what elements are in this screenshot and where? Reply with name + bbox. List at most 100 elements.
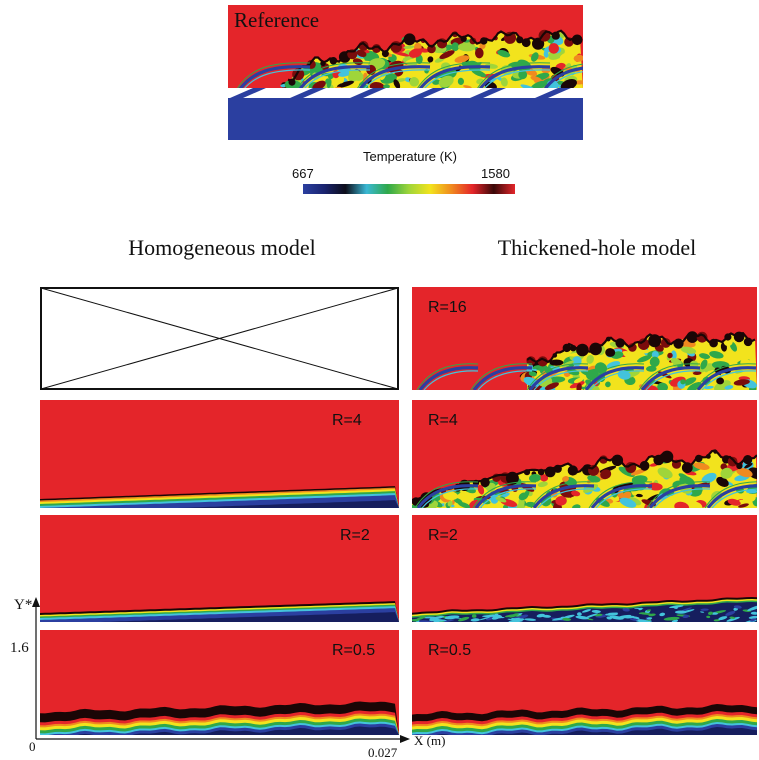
flame-eddy (559, 52, 573, 60)
flame-eddy (447, 500, 453, 507)
coolant-streak (470, 618, 480, 622)
flame-eddy (745, 494, 756, 502)
flame-eddy (682, 377, 697, 386)
flame-eddy (647, 473, 656, 480)
flame-edge-eddy (567, 465, 578, 476)
x-axis-max-tick: 0.027 (368, 745, 398, 760)
flame-eddy (454, 55, 470, 63)
coolant-streak (644, 620, 649, 622)
coolant-streak (494, 613, 499, 617)
flame-eddy (646, 365, 657, 372)
homogeneous-panel-r05: R=0.5 (40, 630, 399, 735)
coolant-jet-edge (645, 370, 701, 390)
flame-eddy (690, 501, 703, 508)
flame-eddy (693, 462, 710, 470)
coolant-jet-edge (236, 62, 311, 90)
flame-eddy (477, 484, 485, 495)
coolant-streak (622, 608, 630, 612)
homogeneous-field-r05 (40, 630, 399, 735)
flame-eddy (393, 79, 401, 89)
coolant-streak (673, 606, 678, 609)
coolant-jet-edge (296, 62, 371, 90)
flame-eddy (618, 358, 626, 370)
flame-eddy (573, 54, 583, 62)
flame-eddy (746, 489, 757, 494)
flame-eddy (587, 475, 601, 483)
flame-eddy (561, 360, 574, 368)
coolant-streak (418, 620, 434, 622)
coolant-streak (429, 618, 440, 622)
flame-eddy (439, 50, 455, 59)
flame-eddy (562, 476, 569, 482)
thickened-panel-r4: R=4 (412, 400, 757, 508)
coolant-jet (478, 65, 551, 90)
flame-eddy (495, 496, 507, 503)
flame-eddy (616, 482, 634, 488)
coolant-streak (638, 612, 647, 615)
flame-eddy (457, 501, 471, 508)
flame-eddy (676, 385, 692, 390)
y-axis-arrowhead (32, 597, 40, 607)
coolant-jet-edge (483, 69, 551, 90)
coolant-streak (646, 617, 653, 620)
coolant-streak (718, 616, 728, 621)
flame-eddy (619, 497, 637, 508)
flame-eddy (704, 385, 714, 390)
empty-panel-placeholder (40, 287, 399, 390)
flame-eddy (529, 473, 541, 483)
perforation-hole (350, 88, 386, 98)
flame-eddy (670, 358, 682, 366)
coolant-streak (536, 613, 545, 618)
coolant-streak (551, 617, 567, 621)
flame-front (526, 332, 756, 364)
flame-eddy (569, 381, 585, 389)
flame-eddy (667, 352, 673, 359)
coolant-jet-edge (589, 370, 645, 390)
x-axis-label: X (m) (414, 733, 446, 748)
flame-eddy (326, 78, 332, 89)
coolant-streak (605, 613, 614, 616)
coolant-streak (750, 611, 757, 615)
flame-edge-eddy (727, 456, 738, 467)
flame-eddy (724, 385, 734, 390)
flame-eddy (639, 348, 649, 354)
thickened-panel-r16: R=16 (412, 287, 757, 390)
coolant-jet-edge (416, 363, 479, 390)
coolant-jet-edge (472, 481, 537, 508)
flame-eddy (364, 53, 379, 61)
flame-eddy (635, 493, 643, 498)
flame-eddy (605, 348, 616, 357)
panel-label-r4-homogeneous: R=4 (332, 412, 362, 429)
coolant-streak (646, 609, 652, 612)
coolant-jet-edge (479, 488, 537, 508)
coolant-jet (418, 65, 491, 90)
flame-eddy (396, 78, 406, 82)
cooling-film-layer (40, 726, 399, 735)
coolant-streak (623, 615, 635, 619)
flame-eddy (338, 71, 351, 77)
coolant-jet-edge (588, 481, 653, 508)
coolant-streak (581, 609, 592, 613)
reference-label: Reference (234, 8, 320, 32)
flame-eddy (720, 467, 733, 479)
coolant-jet-edge (421, 488, 479, 508)
thickened-panel-r05: R=0.5 (412, 630, 757, 735)
flame-eddy (618, 466, 635, 477)
coolant-streak (575, 615, 589, 620)
coolant-jet-edge (363, 69, 431, 90)
flame-eddy (647, 380, 656, 386)
coolant-jet (528, 366, 589, 390)
flame-eddy (539, 474, 549, 482)
perforation-hole (290, 88, 326, 98)
flame-eddy (497, 50, 511, 58)
panel-label-r16: R=16 (428, 299, 467, 316)
perforation-hole (230, 88, 266, 98)
axis-origin-tick: 0 (29, 739, 36, 754)
coolant-jet (416, 484, 479, 508)
panel-label-r05-thickened: R=0.5 (428, 642, 472, 659)
flame-eddy (622, 350, 639, 361)
flame-eddy (528, 371, 537, 377)
coolant-jet (238, 65, 311, 90)
panel-label-r2-thickened: R=2 (428, 527, 458, 544)
y-axis-max-tick: 1.6 (10, 640, 29, 656)
